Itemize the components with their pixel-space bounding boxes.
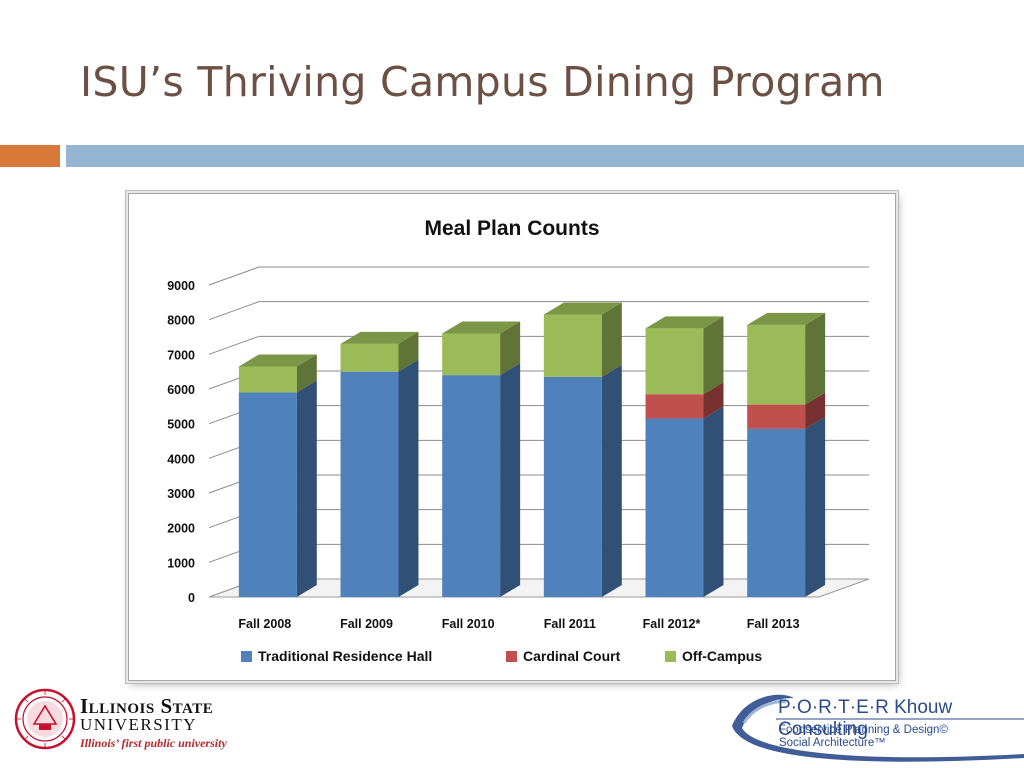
x-tick-label: Fall 2012* <box>643 617 701 631</box>
porter-khouw-tagline-1: Foodservice Planning & Design© <box>779 724 948 736</box>
legend-item: Traditional Residence Hall <box>241 648 432 664</box>
x-axis-labels: Fall 2008 Fall 2009 Fall 2010 Fall 2011 Fall… <box>238 617 799 631</box>
bar-segment <box>645 406 724 597</box>
bar-segment <box>238 380 317 597</box>
legend-item: Cardinal Court <box>506 648 621 664</box>
meal-plan-chart: Meal Plan Counts 0 1000 2000 3000 4000 5000 60… <box>167 217 870 664</box>
legend-swatch <box>241 651 252 662</box>
porter-khouw-name: P·O·R·T·E·R Khouw Consulting <box>778 697 953 740</box>
x-tick-label: Fall 2010 <box>442 617 495 631</box>
isu-university: UNIVERSITY <box>80 715 197 734</box>
bar-segment <box>645 382 724 419</box>
y-tick-label: 8000 <box>167 314 195 328</box>
bar-segment <box>238 354 317 393</box>
bar-segment <box>543 302 622 377</box>
bar-segment <box>645 316 724 395</box>
y-tick-label: 2000 <box>167 522 195 536</box>
porter-khouw-tagline-2: Social Architecture™ <box>779 737 886 749</box>
isu-name: Illinois State <box>80 694 214 718</box>
y-tick-label: 5000 <box>167 418 195 432</box>
bar-segment <box>543 364 622 597</box>
bar-top <box>442 321 521 334</box>
accent-band <box>0 145 60 167</box>
bar-segment <box>442 363 521 597</box>
legend-swatch <box>506 651 517 662</box>
x-tick-label: Fall 2009 <box>340 617 393 631</box>
bar-top <box>747 312 826 325</box>
legend-label: Off-Campus <box>682 648 762 664</box>
y-tick-label: 3000 <box>167 487 195 501</box>
x-tick-label: Fall 2013 <box>747 617 800 631</box>
y-tick-label: 6000 <box>167 383 195 397</box>
y-tick-label: 0 <box>188 591 195 605</box>
legend-swatch <box>665 651 676 662</box>
y-tick-label: 1000 <box>167 556 195 570</box>
x-tick-label: Fall 2011 <box>544 617 596 631</box>
bar-segment <box>747 416 826 597</box>
bar-segment <box>340 331 419 372</box>
chart-title: Meal Plan Counts <box>424 217 599 240</box>
bar-top <box>340 331 419 344</box>
porter-swoosh-icon <box>732 694 1024 762</box>
header-band <box>66 145 1024 167</box>
y-tick-label: 7000 <box>167 348 195 362</box>
bar-segment <box>442 321 521 376</box>
legend-label: Traditional Residence Hall <box>258 648 432 664</box>
chart-frame: Meal Plan Counts 0 1000 2000 3000 4000 5000 60… <box>128 193 896 681</box>
bar-segment <box>340 359 419 597</box>
bar-segment <box>747 392 826 429</box>
legend: Traditional Residence Hall Cardinal Court… <box>241 648 762 664</box>
bar-top <box>238 354 317 367</box>
y-tick-label: 9000 <box>167 279 195 293</box>
slide-title: ISU’s Thriving Campus Dining Program <box>80 58 885 106</box>
bar-top <box>645 316 724 329</box>
bars <box>238 302 826 597</box>
x-tick-label: Fall 2008 <box>238 617 291 631</box>
bar-segment <box>747 312 826 405</box>
legend-item: Off-Campus <box>665 648 762 664</box>
bar-top <box>543 302 622 315</box>
gridline <box>208 266 869 286</box>
y-axis-ticks: 0 1000 2000 3000 4000 5000 6000 7000 8000 9000 <box>167 279 195 605</box>
isu-tagline: Illinois’ first public university <box>80 736 227 750</box>
y-tick-label: 4000 <box>167 452 195 466</box>
isu-seal-icon <box>14 688 76 750</box>
legend-label: Cardinal Court <box>523 648 621 664</box>
gridline <box>208 301 869 321</box>
isu-logo <box>14 688 254 758</box>
